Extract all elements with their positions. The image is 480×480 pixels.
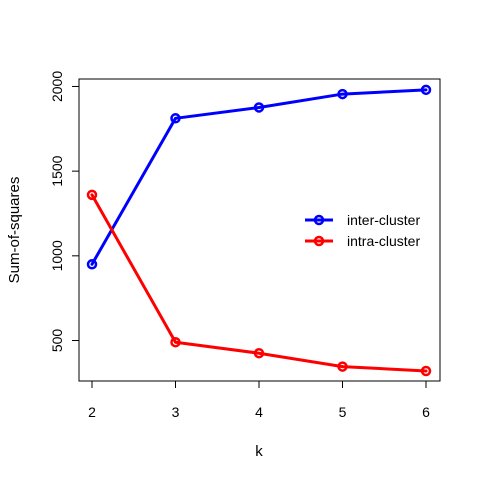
series-line-intra-cluster: [90, 193, 428, 373]
data-point-intra-cluster: [253, 347, 265, 359]
legend-item-inter-cluster: inter-cluster: [305, 212, 420, 228]
data-point-intra-cluster: [420, 365, 432, 377]
y-axis-title: Sum-of-squares: [6, 177, 23, 284]
x-axis-title: k: [255, 443, 263, 460]
y-tick-label: 1500: [49, 155, 65, 186]
data-point-inter-cluster: [253, 102, 265, 113]
legend-marker-intra-cluster: [313, 235, 325, 247]
x-tick-label: 6: [422, 404, 430, 420]
legend-label-intra-cluster: intra-cluster: [347, 233, 420, 249]
legend-marker-inter-cluster: [313, 214, 325, 226]
data-point-inter-cluster: [337, 88, 348, 100]
series-line-inter-cluster: [90, 88, 428, 266]
data-point-inter-cluster: [420, 84, 432, 96]
data-point-intra-cluster: [86, 189, 98, 201]
plot-frame: [78, 78, 441, 382]
data-point-inter-cluster: [86, 259, 98, 270]
x-axis: 2 3 4 5 6: [88, 381, 430, 420]
x-tick-label: 4: [255, 404, 263, 420]
y-axis: 500 1000 1500 2000: [49, 71, 79, 353]
y-tick-label: 1000: [49, 240, 65, 271]
data-point-inter-cluster: [170, 113, 181, 124]
x-tick-label: 5: [339, 404, 347, 420]
legend-item-intra-cluster: intra-cluster: [305, 233, 420, 249]
x-tick-label: 2: [88, 404, 96, 420]
legend-label-inter-cluster: inter-cluster: [347, 212, 420, 228]
data-point-intra-cluster: [170, 336, 181, 348]
y-tick-label: 500: [49, 329, 65, 353]
data-point-intra-cluster: [337, 361, 348, 372]
legend: inter-cluster intra-cluster: [305, 212, 420, 249]
y-tick-label: 2000: [49, 71, 65, 102]
series-layer: [86, 84, 432, 377]
x-tick-label: 3: [172, 404, 180, 420]
